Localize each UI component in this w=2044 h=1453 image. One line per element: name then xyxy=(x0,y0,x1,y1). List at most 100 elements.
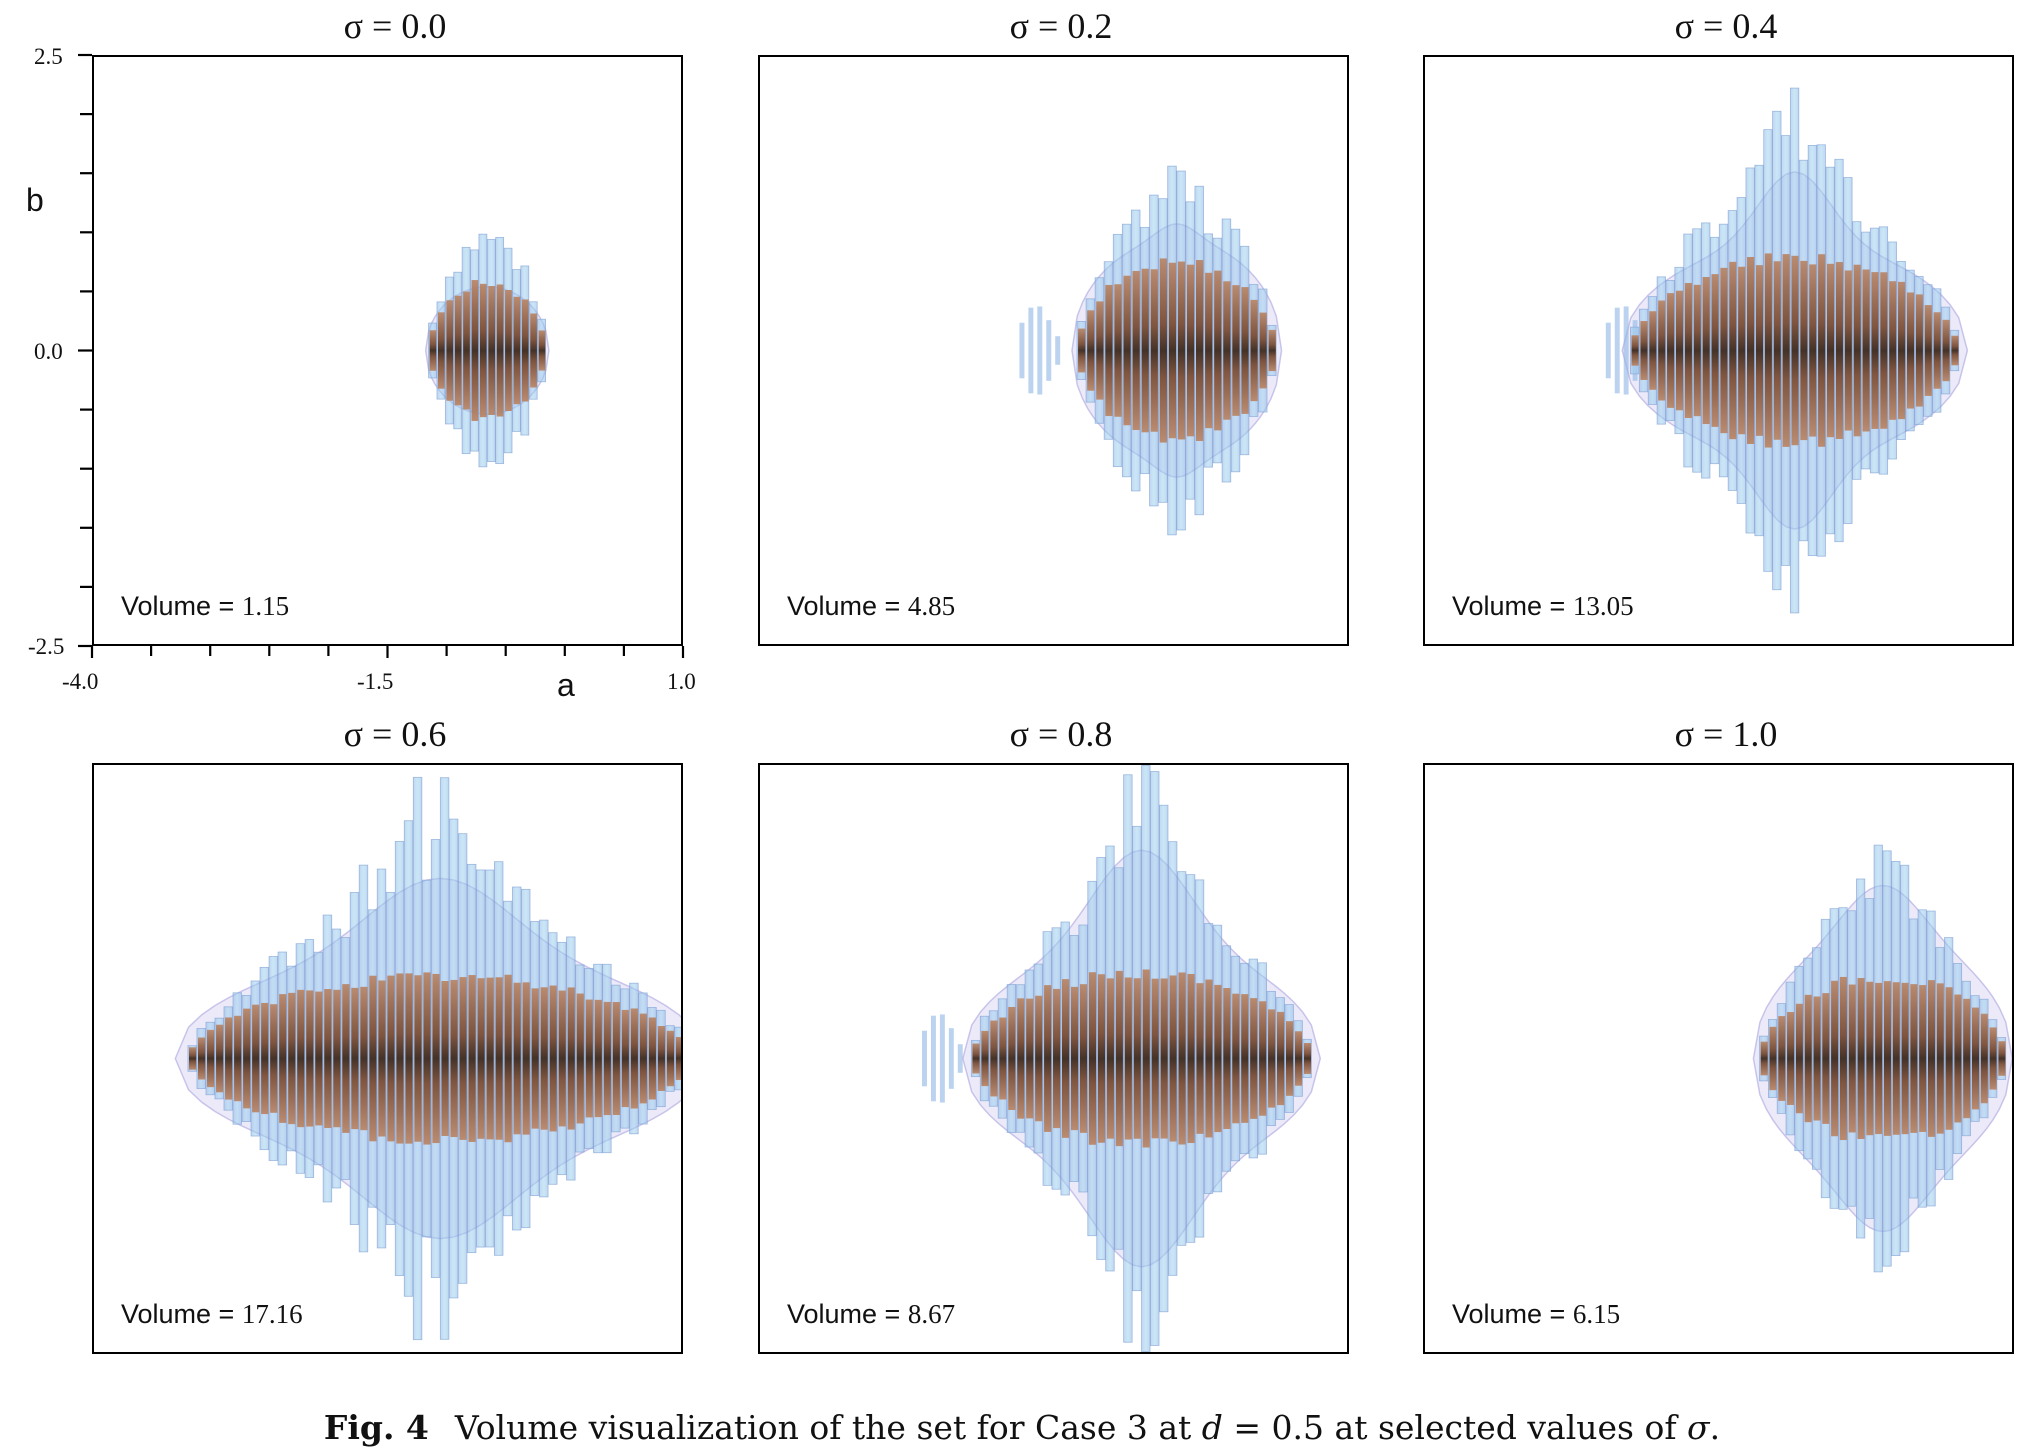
core-slab xyxy=(1658,300,1666,401)
core-slab xyxy=(1866,981,1874,1136)
y-tick-label-top: 2.5 xyxy=(34,44,63,69)
core-slab xyxy=(1769,1026,1777,1091)
core-slab xyxy=(446,300,454,401)
core-slab xyxy=(990,1020,998,1097)
core-slab xyxy=(450,979,458,1138)
core-slab xyxy=(315,991,323,1126)
core-slab xyxy=(1826,263,1835,438)
core-slab xyxy=(1259,312,1267,389)
core-slab xyxy=(1738,266,1746,435)
core-slab xyxy=(1285,1021,1294,1096)
core-slab xyxy=(387,975,395,1142)
core-slab xyxy=(1232,285,1240,416)
core-slab xyxy=(1177,261,1186,440)
core-slab xyxy=(496,284,504,417)
core-slab xyxy=(1942,319,1950,382)
core-slab xyxy=(1857,978,1865,1139)
volume-panel-sigma-0-8: Volume = 8.67 xyxy=(758,763,1349,1354)
core-slab xyxy=(1035,995,1043,1122)
caption-text-3: . xyxy=(1709,1408,1721,1447)
core-slab xyxy=(1667,293,1675,408)
core-slab xyxy=(1186,264,1195,437)
x-tick-label-left: -4.0 xyxy=(62,669,99,694)
core-slab xyxy=(1848,984,1856,1133)
volume-render xyxy=(424,233,550,468)
core-slab xyxy=(1702,276,1710,425)
core-slab xyxy=(1640,321,1648,380)
core-slab xyxy=(1787,1012,1795,1105)
core-slab xyxy=(423,972,431,1145)
core-slab xyxy=(1760,1041,1768,1076)
core-slab xyxy=(1205,272,1213,429)
core-slab xyxy=(981,1030,989,1087)
core-slab xyxy=(1809,264,1817,437)
core-slab xyxy=(1133,978,1141,1139)
core-slab xyxy=(225,1017,233,1100)
volume-label: Volume = 1.15 xyxy=(121,591,290,621)
core-slab xyxy=(454,295,462,406)
core-slab xyxy=(1232,993,1240,1124)
core-slab xyxy=(1951,335,1959,366)
volume-render xyxy=(1752,844,2012,1273)
core-slab xyxy=(1755,265,1764,436)
core-slab xyxy=(504,974,512,1143)
core-slab xyxy=(1915,294,1923,407)
core-slab xyxy=(1892,982,1900,1135)
core-slab xyxy=(1971,1007,1980,1110)
core-slab xyxy=(972,1043,980,1074)
panel-title-sigma-0-2: σ = 0.2 xyxy=(1009,6,1113,46)
core-slab xyxy=(1250,998,1258,1119)
core-slab xyxy=(1862,269,1870,432)
volume-render xyxy=(174,776,681,1341)
core-slab xyxy=(1097,974,1105,1143)
figure-caption: Fig. 4 Volume visualization of the set fo… xyxy=(0,1408,2044,1447)
core-slab xyxy=(1945,987,1953,1130)
core-slab xyxy=(1124,977,1132,1140)
core-slab xyxy=(675,1036,681,1081)
tail-slab xyxy=(1623,306,1629,395)
core-slab xyxy=(1087,310,1095,391)
core-slab xyxy=(1844,270,1852,431)
core-slab xyxy=(1294,1031,1303,1086)
core-slab xyxy=(1277,1011,1285,1106)
core-slab xyxy=(216,1024,224,1093)
core-slab xyxy=(306,990,314,1127)
tail-slab xyxy=(1055,336,1061,365)
tail-slab xyxy=(1037,306,1043,395)
core-slab xyxy=(530,313,537,388)
core-slab xyxy=(189,1047,197,1070)
core-slab xyxy=(1980,1013,1988,1104)
volume-value: 1.15 xyxy=(241,591,290,621)
core-slab xyxy=(505,290,512,411)
core-slab xyxy=(378,980,386,1137)
core-slab xyxy=(1880,272,1888,429)
core-slab xyxy=(521,299,529,402)
volume-value: 8.67 xyxy=(907,1299,956,1329)
panel-title-sigma-0-6: σ = 0.6 xyxy=(343,714,447,754)
core-slab xyxy=(1078,328,1086,373)
volume-value: 13.05 xyxy=(1572,591,1634,621)
core-slab xyxy=(531,988,539,1129)
volume-render xyxy=(1019,165,1283,536)
core-slab xyxy=(1773,261,1781,440)
core-slab xyxy=(594,999,602,1118)
core-slab xyxy=(1169,975,1177,1142)
core-slab xyxy=(1160,978,1168,1139)
caption-text-1: Volume visualization of the set for Case… xyxy=(454,1408,1202,1447)
core-slab xyxy=(234,1015,242,1102)
volume-label: Volume = 8.67 xyxy=(787,1299,956,1329)
core-slab xyxy=(603,1001,611,1116)
x-axis-label: a xyxy=(557,667,575,703)
core-slab xyxy=(1831,980,1839,1137)
core-slab xyxy=(657,1026,665,1091)
panel-title-sigma-0-4: σ = 0.4 xyxy=(1674,6,1778,46)
core-slab xyxy=(342,984,350,1133)
core-slab xyxy=(648,1017,656,1100)
volume-label: Volume = 4.85 xyxy=(787,591,956,621)
tail-slab xyxy=(948,1028,954,1089)
core-slab xyxy=(270,1004,278,1113)
core-slab xyxy=(414,975,422,1142)
core-slab xyxy=(1782,254,1790,447)
core-slab xyxy=(1214,270,1222,431)
core-slab xyxy=(468,975,476,1142)
